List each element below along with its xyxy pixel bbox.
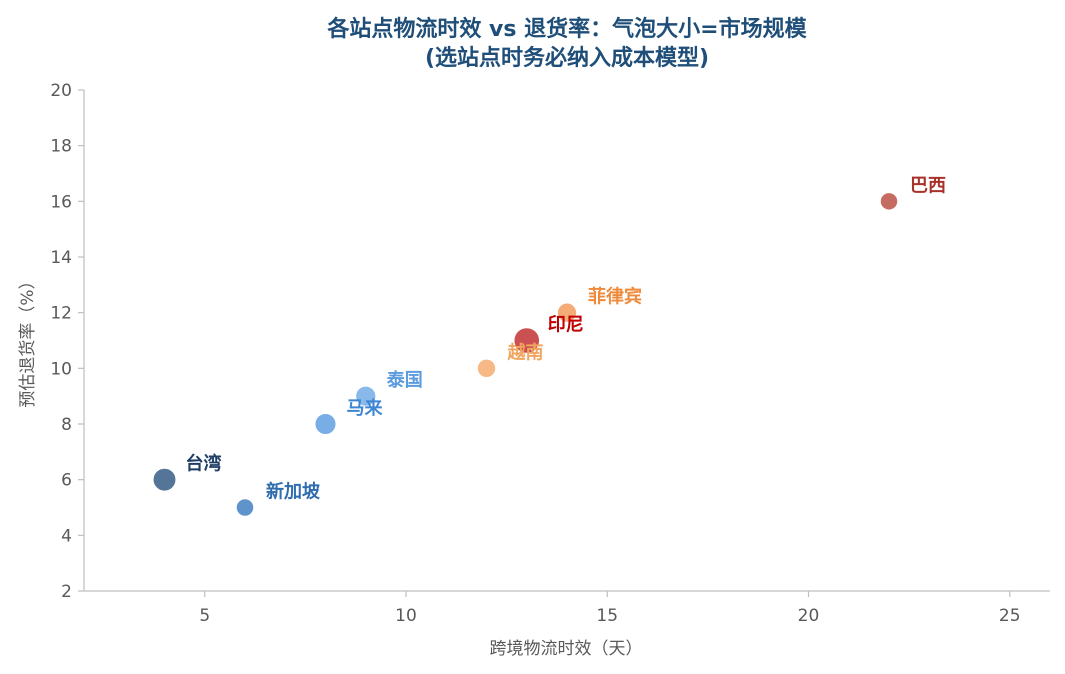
y-tick-label: 4 [61,526,72,546]
point-label: 巴西 [910,175,946,196]
y-tick-label: 12 [50,304,72,324]
y-tick-label: 8 [61,415,72,435]
data-point [152,467,177,493]
data-point [512,326,541,355]
data-point [476,358,497,379]
x-tick-label: 5 [199,606,210,626]
chart-subtitle: (选站点时务必纳入成本模型) [425,45,709,71]
data-point [354,385,377,408]
y-tick-label: 10 [50,359,72,379]
y-tick-label: 16 [50,192,72,212]
x-tick-label: 25 [999,606,1021,626]
y-tick-label: 14 [50,248,72,268]
axes: 5 10 15 20 25 2 4 6 8 10 12 14 16 18 20 [50,81,1050,626]
data-point [235,497,255,518]
y-tick-label: 2 [61,582,72,602]
point-label: 马来 [347,398,384,419]
point-label: 越南 [507,341,544,363]
point-label: 新加坡 [266,481,321,503]
data-point [556,302,578,324]
y-tick-label: 6 [61,471,72,491]
y-tick-label: 18 [50,137,72,157]
x-axis-label: 跨境物流时效（天） [490,639,643,659]
data-points [152,191,899,518]
y-axis-label: 预估退货率（%） [18,272,38,407]
data-point [879,191,899,212]
y-tick-label: 20 [50,81,72,101]
data-point [313,412,338,436]
point-label: 泰国 [386,369,423,391]
point-label: 菲律宾 [588,286,642,308]
x-tick-label: 15 [596,606,618,626]
point-label: 印尼 [548,315,584,336]
chart-title: 各站点物流时效 vs 退货率：气泡大小=市场规模 [326,16,807,42]
x-tick-label: 10 [395,606,417,626]
point-label: 台湾 [186,453,222,475]
x-tick-label: 20 [798,606,820,626]
